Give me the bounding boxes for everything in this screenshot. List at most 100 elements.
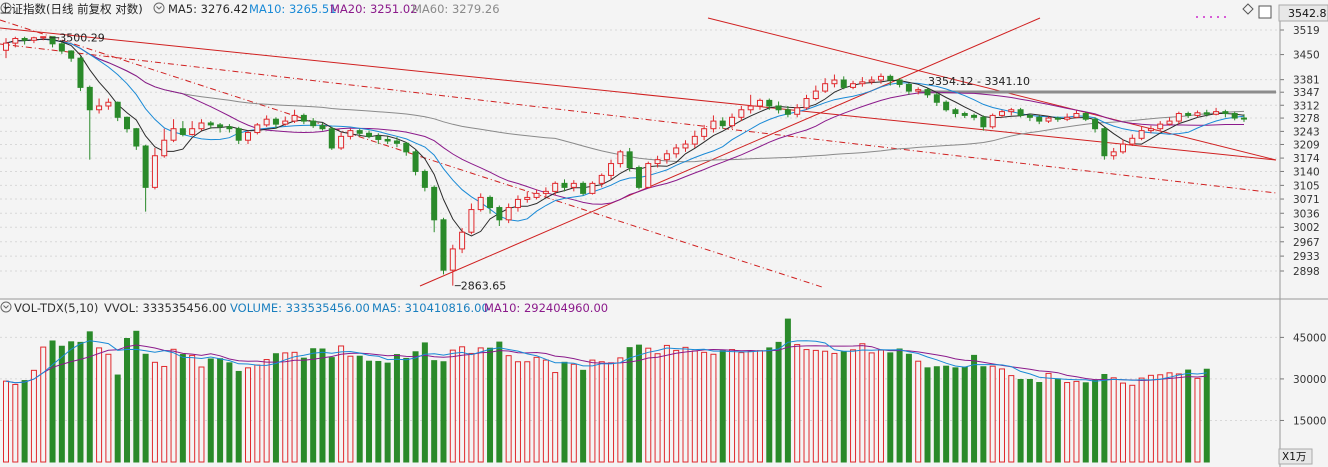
volume-bar <box>356 355 363 463</box>
volume-bar <box>449 349 456 463</box>
candle-body <box>673 147 680 155</box>
trendlines <box>0 17 1277 288</box>
candle <box>654 155 661 168</box>
settings-icon[interactable] <box>153 2 165 14</box>
candle <box>924 88 931 98</box>
volume-bar <box>645 347 652 463</box>
candle <box>170 119 177 143</box>
volume-bar <box>971 354 978 463</box>
candle <box>505 203 512 224</box>
volume-bar <box>30 369 37 463</box>
candle-body <box>747 105 754 111</box>
ma60-line <box>5 38 1245 163</box>
candle <box>775 101 782 114</box>
ma-legend-item: MA10: 3265.51 <box>249 2 337 16</box>
candle-body <box>86 86 93 111</box>
low-label: 2863.65 <box>461 280 507 293</box>
volume-unit-box <box>1278 448 1313 465</box>
candle-body <box>40 36 47 39</box>
candle-body <box>30 37 37 41</box>
volume-bar <box>114 374 121 463</box>
candle <box>1147 125 1154 134</box>
price-box-icon[interactable] <box>1258 5 1272 19</box>
ma5-line <box>5 38 1245 237</box>
volume-ma5-line <box>5 340 1207 384</box>
volume-bar <box>998 368 1005 463</box>
candle <box>896 78 903 88</box>
collapse-icon[interactable] <box>0 301 12 313</box>
volume-bars <box>3 318 1210 463</box>
candle-body <box>905 83 912 92</box>
candle-body <box>561 182 568 188</box>
candle-body <box>840 79 847 88</box>
candle-body <box>1036 116 1043 122</box>
candle-body <box>570 182 577 188</box>
candle-body <box>552 182 559 192</box>
candle-body <box>217 124 224 128</box>
candle <box>12 36 19 48</box>
collapse-icon[interactable] <box>0 2 12 14</box>
candle <box>514 195 521 212</box>
volume-bar <box>654 353 661 463</box>
candle-body <box>96 105 103 111</box>
candle <box>533 189 540 200</box>
candle <box>971 113 978 121</box>
candle <box>635 165 642 190</box>
candle-body <box>496 207 503 221</box>
candle <box>980 115 987 131</box>
candle-body <box>896 79 903 85</box>
candles <box>3 36 1247 286</box>
candle <box>1017 107 1024 118</box>
price-tick-label: 3312 <box>1293 100 1320 112</box>
candle-body <box>161 139 168 157</box>
candle-body <box>542 190 549 194</box>
candle <box>161 128 168 158</box>
candle-body <box>58 43 65 52</box>
volume-bar <box>933 366 940 463</box>
volume-bar <box>1119 382 1126 463</box>
candle <box>235 126 242 145</box>
candle-body <box>328 128 335 149</box>
price-tick-label: 3140 <box>1293 166 1320 178</box>
volume-bar <box>822 350 829 463</box>
diamond-icon[interactable] <box>1242 3 1254 15</box>
volume-bar <box>412 351 419 463</box>
candle <box>1036 115 1043 125</box>
volume-bar <box>1082 382 1089 463</box>
volume-bar <box>1045 372 1052 463</box>
candle <box>850 80 857 90</box>
candle <box>328 126 335 150</box>
candle <box>589 181 596 195</box>
candle-body <box>12 37 19 44</box>
candle <box>617 149 624 168</box>
candle <box>1082 111 1089 122</box>
volume-bar <box>943 365 950 463</box>
candle-body <box>1157 123 1164 130</box>
candle-body <box>719 120 726 127</box>
candle-body <box>403 142 410 153</box>
dot-marker <box>1217 16 1219 18</box>
candle-body <box>300 114 307 122</box>
ma-legend-item: MA20: 3251.02 <box>330 2 418 16</box>
candle <box>21 36 28 45</box>
candle-body <box>1082 113 1089 120</box>
candle <box>431 185 438 233</box>
price-legend: 上证指数(日线 前复权 对数) MA5: 3276.42 MA10: 3265.51… <box>0 2 500 16</box>
volume-bar <box>40 346 47 463</box>
volume-bar <box>459 346 466 463</box>
current-price: 3542.8 <box>1288 7 1327 20</box>
candle <box>803 94 810 110</box>
volume-bar <box>952 367 959 463</box>
candle-body <box>831 79 838 85</box>
candle-body <box>1073 113 1080 118</box>
candle-body <box>729 116 736 127</box>
dot-marker <box>1196 16 1198 18</box>
candle-body <box>691 135 698 145</box>
price-tick-label: 3347 <box>1293 87 1320 99</box>
candle-body <box>1054 117 1061 120</box>
candle <box>58 42 65 54</box>
candle <box>831 74 838 88</box>
candle <box>1203 109 1210 117</box>
candle-body <box>961 113 968 116</box>
